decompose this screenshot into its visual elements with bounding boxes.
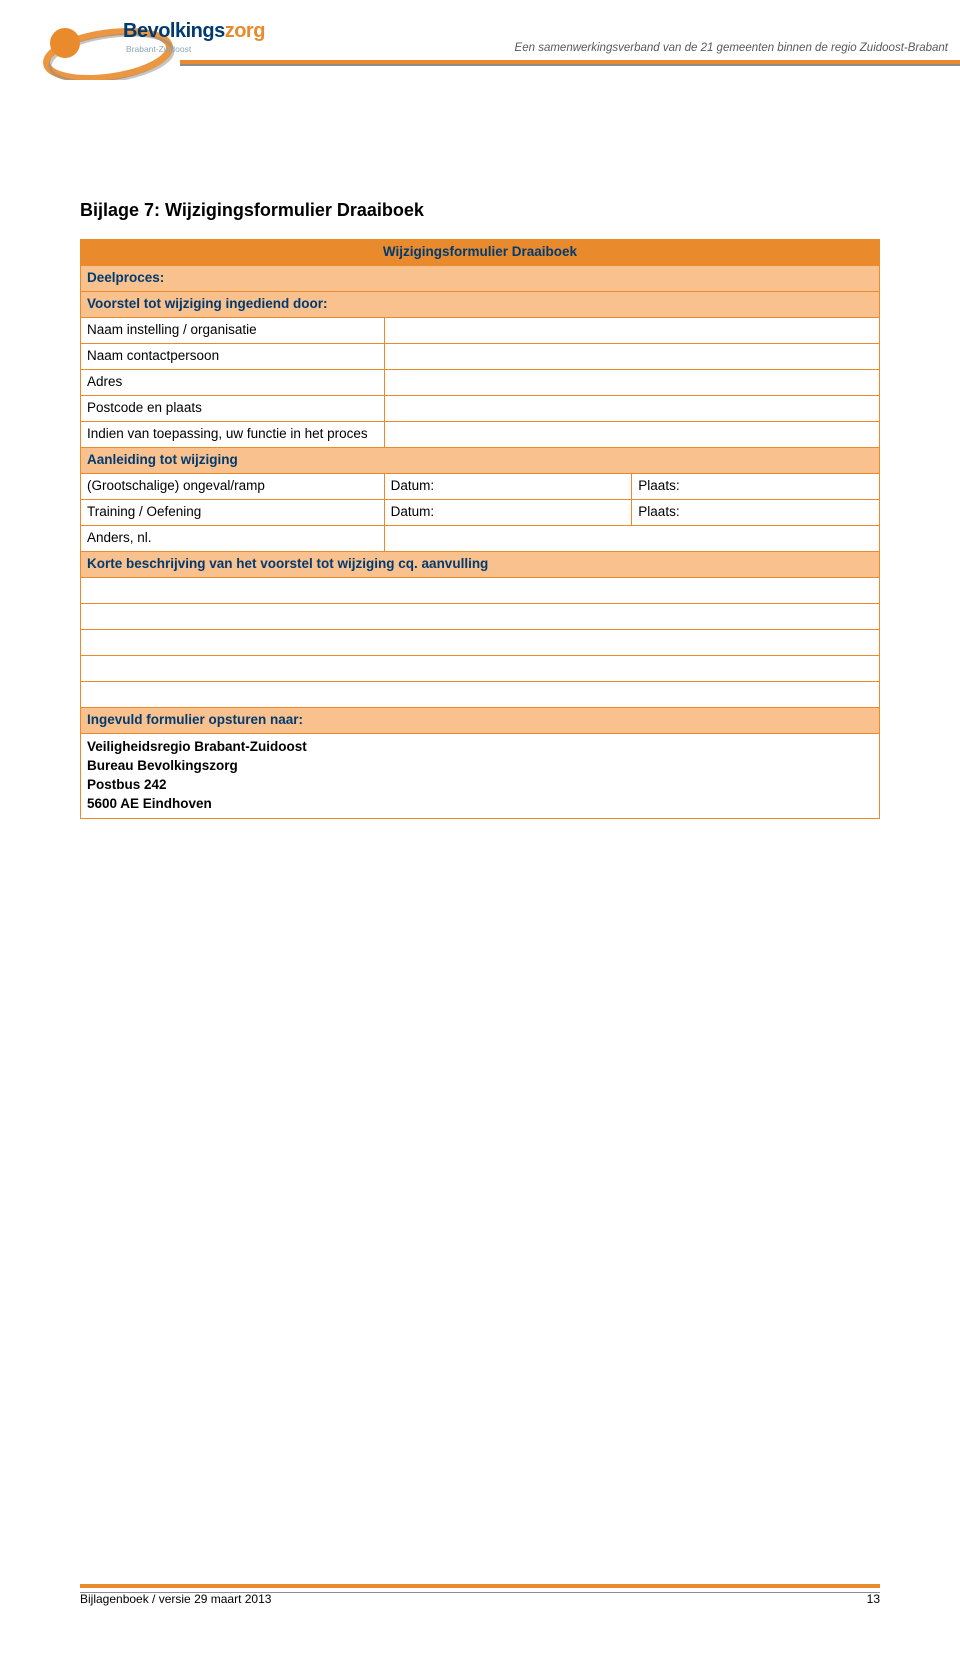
input-instelling[interactable]	[384, 318, 879, 344]
address-line1: Veiligheidsregio Brabant-Zuidoost	[87, 739, 307, 754]
input-adres[interactable]	[384, 370, 879, 396]
input-contactpersoon[interactable]	[384, 344, 879, 370]
address-block: Veiligheidsregio Brabant-Zuidoost Bureau…	[81, 734, 880, 819]
header-tagline: Een samenwerkingsverband van de 21 gemee…	[515, 42, 948, 54]
header-rule	[180, 60, 960, 66]
grootschalig-datum[interactable]: Datum:	[384, 474, 632, 500]
logo: Bevolkingszorg Brabant-Zuidoost	[38, 10, 298, 82]
beschrijving-row-4[interactable]	[81, 656, 880, 682]
logo-text-orange: zorg	[225, 20, 265, 42]
label-postcode: Postcode en plaats	[81, 396, 385, 422]
label-training: Training / Oefening	[81, 500, 385, 526]
section-aanleiding: Aanleiding tot wijziging	[81, 448, 880, 474]
beschrijving-row-1[interactable]	[81, 578, 880, 604]
label-instelling: Naam instelling / organisatie	[81, 318, 385, 344]
address-line2: Bureau Bevolkingszorg	[87, 758, 238, 773]
page-footer: Bijlagenboek / versie 29 maart 2013 13	[80, 1584, 880, 1606]
training-datum[interactable]: Datum:	[384, 500, 632, 526]
logo-text-blue: Bevolkings	[123, 20, 225, 42]
beschrijving-row-2[interactable]	[81, 604, 880, 630]
footer-left: Bijlagenboek / versie 29 maart 2013	[80, 1592, 271, 1606]
label-adres: Adres	[81, 370, 385, 396]
grootschalig-plaats[interactable]: Plaats:	[632, 474, 880, 500]
input-postcode[interactable]	[384, 396, 879, 422]
label-grootschalig: (Grootschalige) ongeval/ramp	[81, 474, 385, 500]
section-deelproces: Deelproces:	[81, 266, 880, 292]
beschrijving-row-3[interactable]	[81, 630, 880, 656]
logo-text: Bevolkingszorg	[123, 20, 265, 43]
section-voorstel-door: Voorstel tot wijziging ingediend door:	[81, 292, 880, 318]
label-anders: Anders, nl.	[81, 526, 385, 552]
page-title: Bijlage 7: Wijzigingsformulier Draaiboek	[80, 200, 880, 221]
page-header: Bevolkingszorg Brabant-Zuidoost Een same…	[0, 0, 960, 95]
logo-subtext: Brabant-Zuidoost	[126, 44, 191, 54]
address-line3: Postbus 242	[87, 777, 167, 792]
input-functie[interactable]	[384, 422, 879, 448]
training-plaats[interactable]: Plaats:	[632, 500, 880, 526]
section-beschrijving: Korte beschrijving van het voorstel tot …	[81, 552, 880, 578]
form-table: Wijzigingsformulier Draaiboek Deelproces…	[80, 239, 880, 819]
footer-right: 13	[867, 1592, 880, 1606]
page-content: Bijlage 7: Wijzigingsformulier Draaiboek…	[80, 200, 880, 819]
label-functie: Indien van toepassing, uw functie in het…	[81, 422, 385, 448]
beschrijving-row-5[interactable]	[81, 682, 880, 708]
label-contactpersoon: Naam contactpersoon	[81, 344, 385, 370]
form-title-cell: Wijzigingsformulier Draaiboek	[81, 240, 880, 266]
input-anders[interactable]	[384, 526, 879, 552]
address-line4: 5600 AE Eindhoven	[87, 796, 212, 811]
section-opsturen: Ingevuld formulier opsturen naar:	[81, 708, 880, 734]
